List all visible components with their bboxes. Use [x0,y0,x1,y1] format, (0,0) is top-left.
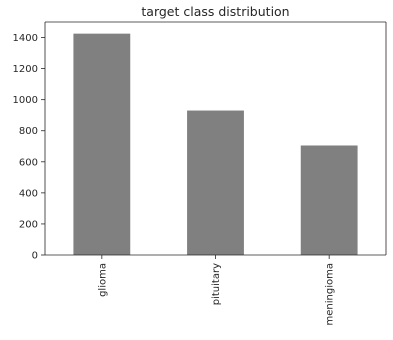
y-tick-label: 1400 [13,33,38,44]
x-tick-label-meningioma: meningioma [325,263,336,325]
y-tick-label: 600 [19,157,38,168]
y-tick-label: 400 [19,188,38,199]
bar-pituitary [187,110,244,255]
y-tick-label: 800 [19,126,38,137]
y-tick-label: 1000 [13,95,38,106]
x-axis-ticks: glioma pituitary meningioma [97,255,336,325]
bar-meningioma [300,145,358,255]
y-tick-label: 200 [19,219,38,230]
bars-group [73,33,358,256]
x-tick-label-pituitary: pituitary [211,263,222,305]
chart-title: target class distribution [141,4,289,19]
y-tick-label: 0 [32,251,38,262]
y-tick-label: 1200 [13,64,38,75]
x-tick-label-glioma: glioma [97,263,108,297]
bar-glioma [73,33,131,256]
y-axis-ticks: 0 200 400 600 800 1000 1200 1400 [13,33,45,262]
